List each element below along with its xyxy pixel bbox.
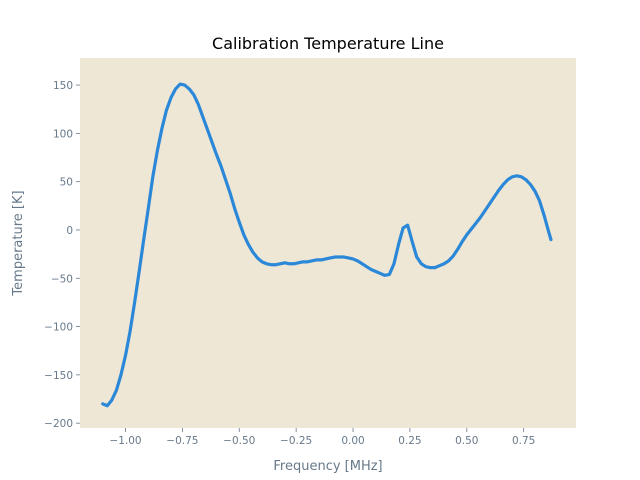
x-tick-label: −0.25	[280, 435, 312, 447]
y-tick-label: −150	[44, 370, 73, 382]
y-tick-label: −50	[51, 273, 73, 285]
x-tick-label: 0.50	[455, 435, 478, 447]
x-tick-label: −1.00	[109, 435, 141, 447]
y-tick-label: 100	[53, 128, 73, 140]
x-axis-label: Frequency [MHz]	[273, 459, 382, 474]
y-tick-label: −100	[44, 322, 73, 334]
y-tick-label: 0	[66, 225, 73, 237]
y-axis-label: Temperature [K]	[11, 190, 26, 296]
x-tick-label: 0.25	[398, 435, 421, 447]
chart-title: Calibration Temperature Line	[212, 34, 444, 53]
y-axis: −200 −150 −100 −50 0 50 100 150	[44, 80, 80, 430]
x-tick-label: 0.00	[341, 435, 364, 447]
plot-area	[80, 58, 576, 428]
x-tick-label: 0.75	[512, 435, 535, 447]
y-tick-label: −200	[44, 418, 73, 430]
series-layer	[101, 82, 553, 408]
x-axis: −1.00 −0.75 −0.50 −0.25 0.00 0.25 0.50 0.75	[109, 428, 535, 447]
y-tick-label: 50	[60, 177, 73, 189]
x-tick-label: −0.75	[166, 435, 198, 447]
y-tick-label: 150	[53, 80, 73, 92]
series-line-1	[101, 82, 553, 408]
x-tick-label: −0.50	[223, 435, 255, 447]
